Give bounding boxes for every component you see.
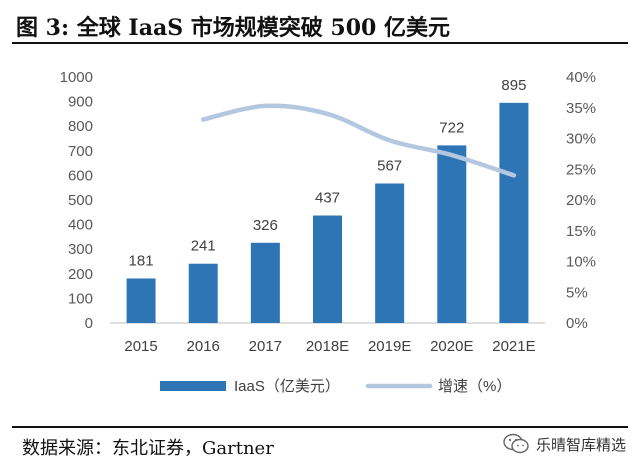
bar-value-label: 326 [253, 217, 278, 234]
x-tick-label: 2015 [124, 338, 157, 355]
page-title: 图 3: 全球 IaaS 市场规模突破 500 亿美元 [16, 15, 450, 41]
title-rule [12, 42, 628, 44]
bar-value-label: 241 [191, 238, 216, 255]
y-right-tick-label: 20% [566, 192, 596, 209]
bar-value-label: 181 [129, 252, 154, 269]
y-right-tick-label: 5% [566, 284, 588, 301]
y-right-tick-label: 40% [566, 69, 596, 86]
y-left-tick-label: 300 [68, 241, 93, 258]
bar-2017 [250, 242, 280, 323]
wechat-icon [503, 433, 529, 454]
y-right-tick-label: 25% [566, 161, 596, 178]
y-left-tick-label: 1000 [60, 69, 93, 86]
y-right-tick-label: 0% [566, 315, 588, 332]
y-left-tick-label: 400 [68, 217, 93, 234]
x-tick-label: 2018E [306, 338, 349, 355]
growth-rate-line [200, 103, 517, 178]
watermark: 乐晴智库精选 [502, 432, 626, 456]
y-left-tick-label: 700 [68, 143, 93, 160]
y-right-tick-label: 15% [566, 223, 596, 240]
x-tick-label: 2016 [187, 338, 220, 355]
bar-2019E [375, 183, 405, 323]
bar-value-label: 567 [377, 158, 402, 175]
source-note: 数据来源：东北证券，Gartner [22, 438, 274, 459]
y-left-tick-label: 500 [68, 192, 93, 209]
y-right-tick-label: 30% [566, 131, 596, 148]
bar-value-label: 722 [439, 119, 464, 136]
watermark-label: 乐晴智库精选 [535, 435, 626, 454]
legend-bar-label: IaaS（亿美元） [234, 378, 340, 395]
y-left-tick-label: 900 [68, 94, 93, 111]
y-right-tick-label: 10% [566, 254, 596, 271]
legend-line-label: 增速（%） [438, 378, 511, 395]
y-left-tick-label: 0 [85, 315, 93, 332]
y-left-tick-label: 100 [68, 290, 93, 307]
iaas-market-chart: 0 100 200 300 400 500 600 700 800 900 1000 0% 5% 10% 1… [60, 69, 596, 395]
x-tick-label: 2021E [492, 338, 535, 355]
y-left-tick-label: 600 [68, 167, 93, 184]
bar-value-label: 895 [501, 77, 526, 94]
y-left-tick-label: 800 [68, 118, 93, 135]
bar-2020E [437, 145, 467, 323]
y-right-tick-label: 35% [566, 100, 596, 117]
bar-value-label: 437 [315, 189, 340, 206]
y-left-tick-label: 200 [68, 266, 93, 283]
bar-2015 [126, 278, 156, 323]
legend-bar-swatch [160, 381, 226, 391]
x-tick-label: 2017 [249, 338, 282, 355]
bar-2018E [313, 215, 342, 323]
bar-2016 [188, 263, 218, 323]
source-rule [12, 426, 628, 428]
x-tick-label: 2020E [430, 338, 473, 355]
x-tick-label: 2019E [368, 338, 411, 355]
bar-2021E [499, 102, 529, 323]
